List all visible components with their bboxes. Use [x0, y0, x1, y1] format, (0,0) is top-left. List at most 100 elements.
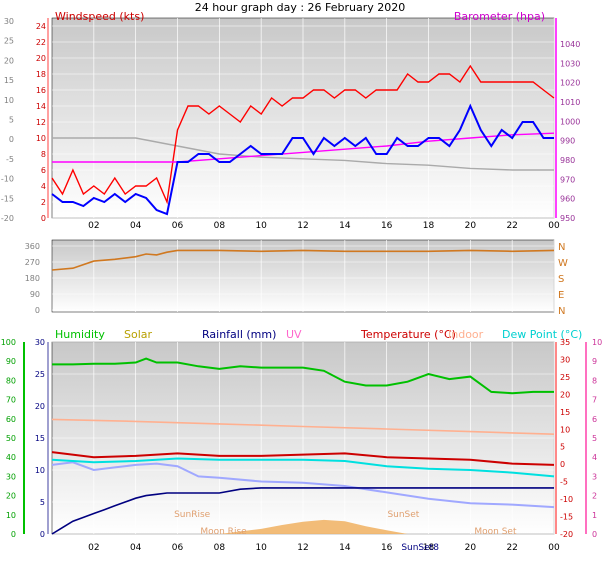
uv-tick-label: 10 — [592, 338, 602, 347]
barometer-tick-label: 1040 — [560, 40, 580, 49]
uv-tick-label: 0 — [592, 530, 597, 539]
compass-label: W — [558, 258, 568, 269]
barometer-tick-label: 990 — [560, 137, 575, 146]
direction-tick-label: 360 — [25, 242, 40, 251]
x-tick-label: 22 — [506, 543, 517, 553]
wind-series-line — [52, 137, 554, 171]
uv-tick-label: 6 — [592, 415, 597, 424]
wind-panel: Windspeed (kts) Barometer (hpa) 02 04 06 08… — [1, 10, 580, 231]
grey-tick-label: 15 — [4, 76, 14, 85]
climate-series-line — [51, 487, 554, 535]
climate-series-line — [51, 451, 555, 466]
rainfall-tick-label: 10 — [35, 466, 45, 475]
temperature-tick-label: 10 — [560, 425, 570, 434]
temperature-tick-label: -5 — [560, 478, 568, 487]
windspeed-tick-label: 16 — [36, 86, 46, 95]
x-tick-label: 20 — [465, 543, 477, 553]
direction-tick-label: 90 — [30, 290, 40, 299]
wind-series-line — [51, 64, 555, 205]
sun-moon-annotation: SunRise — [174, 510, 211, 520]
wind-series-line — [51, 103, 554, 216]
grey-tick-label: 20 — [4, 56, 14, 65]
sun-moon-annotation: SunSet8 — [401, 543, 439, 553]
climate-series-line — [51, 457, 555, 478]
x-tick-label: 14 — [339, 221, 351, 231]
climate-series-line — [52, 357, 554, 395]
windspeed-tick-label: 20 — [36, 54, 46, 63]
legend-item: Temperature (°C) — [360, 328, 456, 341]
climate-series-line — [51, 461, 555, 509]
x-tick-label: 08 — [214, 543, 226, 553]
x-tick-label: 06 — [172, 221, 184, 231]
barometer-tick-label: 1010 — [560, 98, 580, 107]
sun-moon-annotation: SunSet — [387, 510, 419, 520]
legend-item: Indoor — [448, 328, 484, 341]
x-tick-label: 00 — [548, 543, 560, 553]
rainfall-tick-label: 30 — [35, 338, 45, 347]
compass-label: N — [558, 242, 565, 253]
barometer-tick-label: 1030 — [560, 59, 580, 68]
x-tick-label: 22 — [506, 221, 517, 231]
barometer-tick-label: 970 — [560, 175, 575, 184]
temperature-tick-label: 35 — [560, 338, 570, 347]
barometer-tick-label: 960 — [560, 195, 575, 204]
grey-tick-label: 0 — [9, 135, 14, 144]
x-tick-label: 04 — [130, 543, 142, 553]
x-tick-label: 02 — [88, 543, 99, 553]
climate-panel: Humidity Solar Rainfall (mm) UV Temperature … — [1, 328, 602, 553]
wind-series-line — [52, 132, 555, 163]
rainfall-tick-label: 5 — [40, 498, 45, 507]
temperature-tick-label: 0 — [560, 460, 565, 469]
uv-tick-label: 8 — [592, 376, 597, 385]
windspeed-tick-label: 10 — [36, 134, 46, 143]
windspeed-tick-label: 18 — [36, 70, 46, 79]
legend-item: Rainfall (mm) — [202, 328, 276, 341]
windspeed-tick-label: 8 — [41, 150, 46, 159]
temperature-tick-label: 20 — [560, 390, 570, 399]
grey-tick-label: -20 — [1, 214, 14, 223]
temperature-tick-label: 30 — [560, 355, 570, 364]
windspeed-tick-label: 14 — [36, 102, 46, 111]
temperature-tick-label: -15 — [560, 513, 573, 522]
uv-tick-label: 5 — [592, 434, 597, 443]
windspeed-tick-label: 24 — [36, 22, 46, 31]
humidity-tick-label: 30 — [6, 472, 16, 481]
grey-tick-label: 25 — [4, 37, 14, 46]
grey-tick-label: -5 — [6, 155, 14, 164]
temperature-tick-label: -10 — [560, 495, 573, 504]
barometer-tick-label: 950 — [560, 214, 575, 223]
legend-item: Solar — [124, 328, 153, 341]
x-tick-label: 16 — [381, 543, 393, 553]
x-tick-label: 08 — [214, 221, 226, 231]
x-tick-label: 04 — [130, 221, 142, 231]
rainfall-tick-label: 15 — [35, 434, 45, 443]
barometer-tick-label: 1000 — [560, 117, 580, 126]
x-tick-label: 18 — [423, 221, 435, 231]
uv-tick-label: 4 — [592, 453, 597, 462]
windspeed-tick-label: 12 — [36, 118, 46, 127]
humidity-tick-label: 100 — [1, 338, 16, 347]
temperature-tick-label: -20 — [560, 530, 573, 539]
humidity-tick-label: 40 — [6, 453, 16, 462]
direction-tick-label: 180 — [25, 274, 40, 283]
x-tick-label: 00 — [548, 221, 560, 231]
grey-tick-label: -10 — [1, 175, 14, 184]
humidity-tick-label: 70 — [6, 396, 16, 405]
humidity-tick-label: 80 — [6, 376, 16, 385]
x-tick-label: 20 — [465, 221, 477, 231]
humidity-tick-label: 0 — [11, 530, 16, 539]
windspeed-tick-label: 6 — [41, 166, 46, 175]
uv-tick-label: 7 — [592, 396, 597, 405]
windspeed-tick-label: 0 — [41, 214, 46, 223]
temperature-tick-label: 25 — [560, 373, 570, 382]
humidity-tick-label: 20 — [6, 492, 16, 501]
grey-tick-label: 5 — [9, 116, 14, 125]
x-tick-label: 16 — [381, 221, 393, 231]
grey-tick-label: 30 — [4, 17, 14, 26]
rainfall-tick-label: 20 — [35, 402, 45, 411]
barometer-tick-label: 980 — [560, 156, 575, 165]
direction-tick-label: 270 — [25, 258, 40, 267]
direction-series-line — [51, 249, 555, 271]
